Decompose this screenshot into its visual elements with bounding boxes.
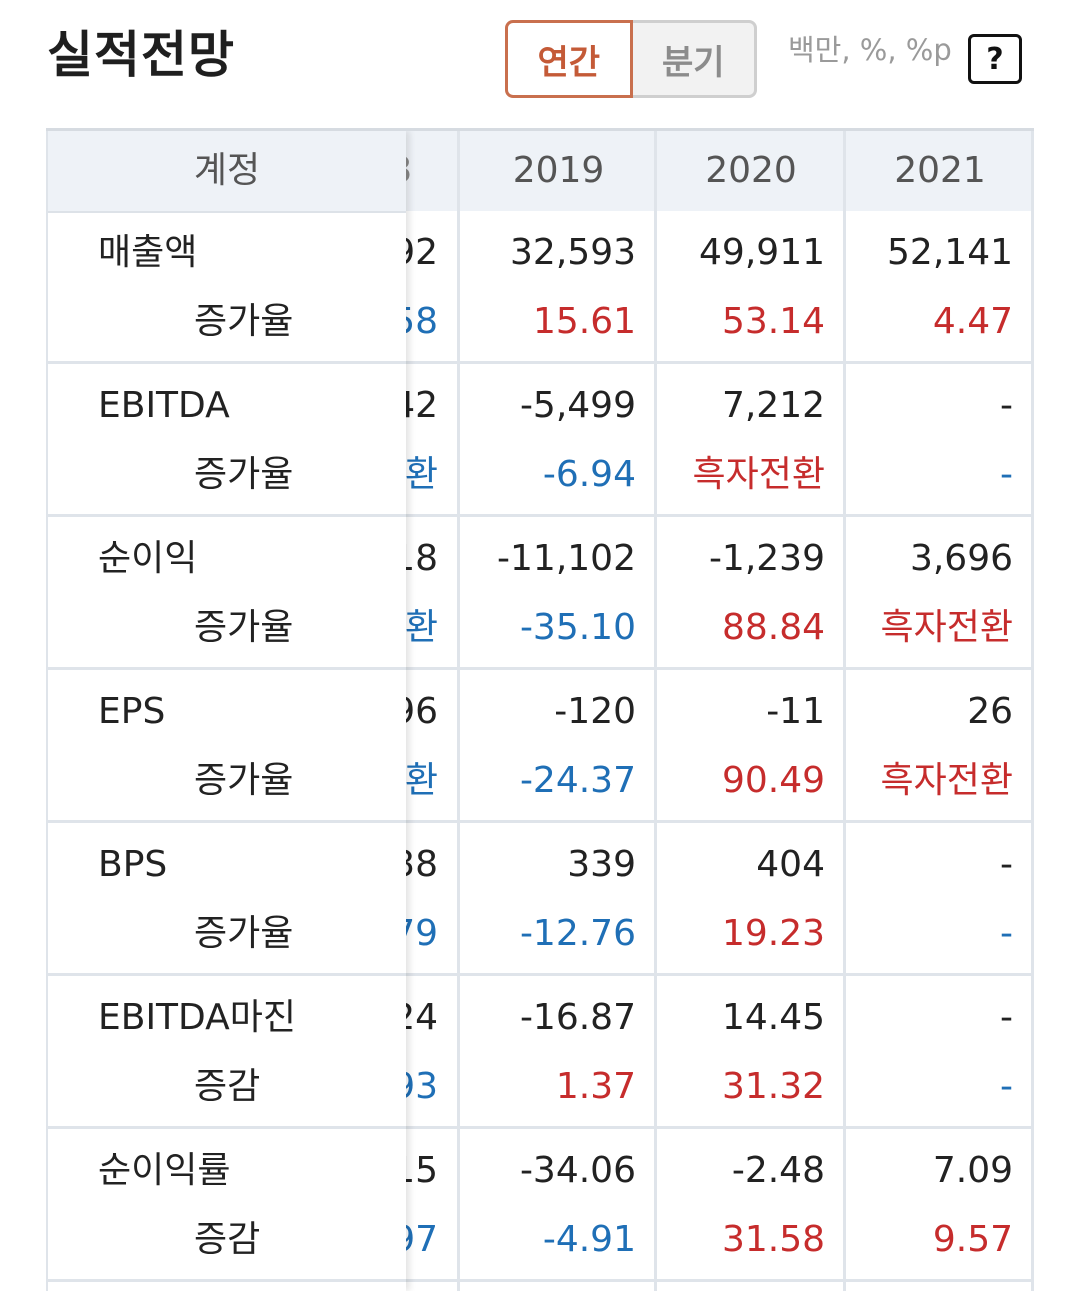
growth-cell-2020: 88.84: [721, 607, 825, 648]
account-label: 순이익률: [98, 1150, 231, 1191]
column-divider: [654, 131, 657, 1291]
year-header-2021: 2021: [894, 150, 986, 191]
value-cell-2021: -: [1000, 385, 1013, 426]
account-label: EPS: [98, 691, 166, 732]
value-cell-2020: -11: [766, 691, 825, 732]
account-label-group: EPS 증가율: [48, 670, 406, 823]
growth-cell-2020: 90.49: [721, 760, 825, 801]
partial-growth-cell: 환: [404, 607, 438, 648]
column-divider: [843, 131, 846, 1291]
account-sub-label: 증감: [194, 1219, 261, 1260]
growth-cell-2019: 1.37: [555, 1066, 636, 1107]
help-button[interactable]: ?: [968, 34, 1022, 84]
growth-cell-2019: -4.91: [542, 1219, 636, 1260]
value-cell-2021: 26: [967, 691, 1013, 732]
value-cell-2019: -11,102: [497, 538, 636, 579]
value-cell-2019: -5,499: [519, 385, 636, 426]
account-label-group: BPS 증가율: [48, 823, 406, 976]
account-sub-label: 증가율: [194, 913, 294, 954]
growth-cell-2019: -24.37: [519, 760, 636, 801]
value-cell-2019: -16.87: [519, 997, 636, 1038]
growth-cell-2020: 53.14: [721, 301, 825, 342]
value-cell-2019: 32,593: [510, 232, 636, 273]
value-cell-2020: 49,911: [699, 232, 825, 273]
account-sub-label: 증가율: [194, 301, 294, 342]
growth-cell-2020: 19.23: [721, 913, 825, 954]
page-title: 실적전망: [47, 26, 235, 84]
value-cell-2020: -1,239: [708, 538, 825, 579]
frozen-account-column: 계정 매출액 증가율 EBITDA 증가율 순이익 증가율 EPS 증가율 BPS 증가율 EBIT…: [46, 131, 406, 1291]
account-sub-label: 증감: [194, 1066, 261, 1107]
period-toggle: 연간 분기: [505, 20, 757, 98]
account-label: BPS: [98, 844, 168, 885]
growth-cell-2019: -12.76: [519, 913, 636, 954]
value-cell-2020: 14.45: [721, 997, 825, 1038]
forecast-table[interactable]: 3 2019 2020 2021 925832,59349,91152,1411…: [46, 128, 1034, 1291]
value-cell-2021: 52,141: [887, 232, 1013, 273]
year-header-2019: 2019: [512, 150, 605, 191]
quarterly-tab[interactable]: 분기: [632, 20, 757, 98]
value-cell-2021: 3,696: [909, 538, 1013, 579]
growth-cell-2019: 15.61: [532, 301, 636, 342]
growth-cell-2021: 흑자전환: [880, 760, 1013, 801]
growth-cell-2021: 흑자전환: [880, 607, 1013, 648]
account-label: 매출액: [98, 232, 198, 273]
account-label: 순이익: [98, 538, 198, 579]
growth-cell-2021: 9.57: [932, 1219, 1013, 1260]
value-cell-2021: -: [1000, 997, 1013, 1038]
growth-cell-2021: -: [1000, 913, 1013, 954]
growth-cell-2020: 흑자전환: [692, 454, 825, 495]
value-cell-2020: -2.48: [731, 1150, 825, 1191]
growth-cell-2020: 31.58: [721, 1219, 825, 1260]
growth-cell-2019: -35.10: [519, 607, 636, 648]
column-divider: [457, 131, 460, 1291]
partial-growth-cell: 환: [404, 760, 438, 801]
account-label: EBITDA마진: [98, 997, 297, 1038]
growth-cell-2020: 31.32: [721, 1066, 825, 1107]
growth-cell-2021: 4.47: [932, 301, 1013, 342]
account-sub-label: 증가율: [194, 607, 294, 648]
account-sub-label: 증가율: [194, 454, 294, 495]
growth-cell-2021: -: [1000, 454, 1013, 495]
value-cell-2019: -120: [554, 691, 636, 732]
account-header: 계정: [48, 131, 406, 213]
value-cell-2019: -34.06: [519, 1150, 636, 1191]
value-cell-2021: 7.09: [932, 1150, 1013, 1191]
year-header-2020: 2020: [705, 150, 797, 191]
growth-cell-2021: -: [1000, 1066, 1013, 1107]
partial-growth-cell: 환: [404, 454, 438, 495]
value-cell-2019: 339: [567, 844, 636, 885]
value-cell-2020: 404: [756, 844, 825, 885]
account-label-group: EBITDA 증가율: [48, 364, 406, 517]
growth-cell-2019: -6.94: [542, 454, 636, 495]
unit-label: 백만, %, %p: [788, 33, 952, 67]
column-divider: [1031, 131, 1034, 1291]
value-cell-2021: -: [1000, 844, 1013, 885]
account-sub-label: 증가율: [194, 760, 294, 801]
value-cell-2020: 7,212: [721, 385, 825, 426]
account-label: EBITDA: [98, 385, 230, 426]
annual-tab[interactable]: 연간: [505, 20, 633, 98]
